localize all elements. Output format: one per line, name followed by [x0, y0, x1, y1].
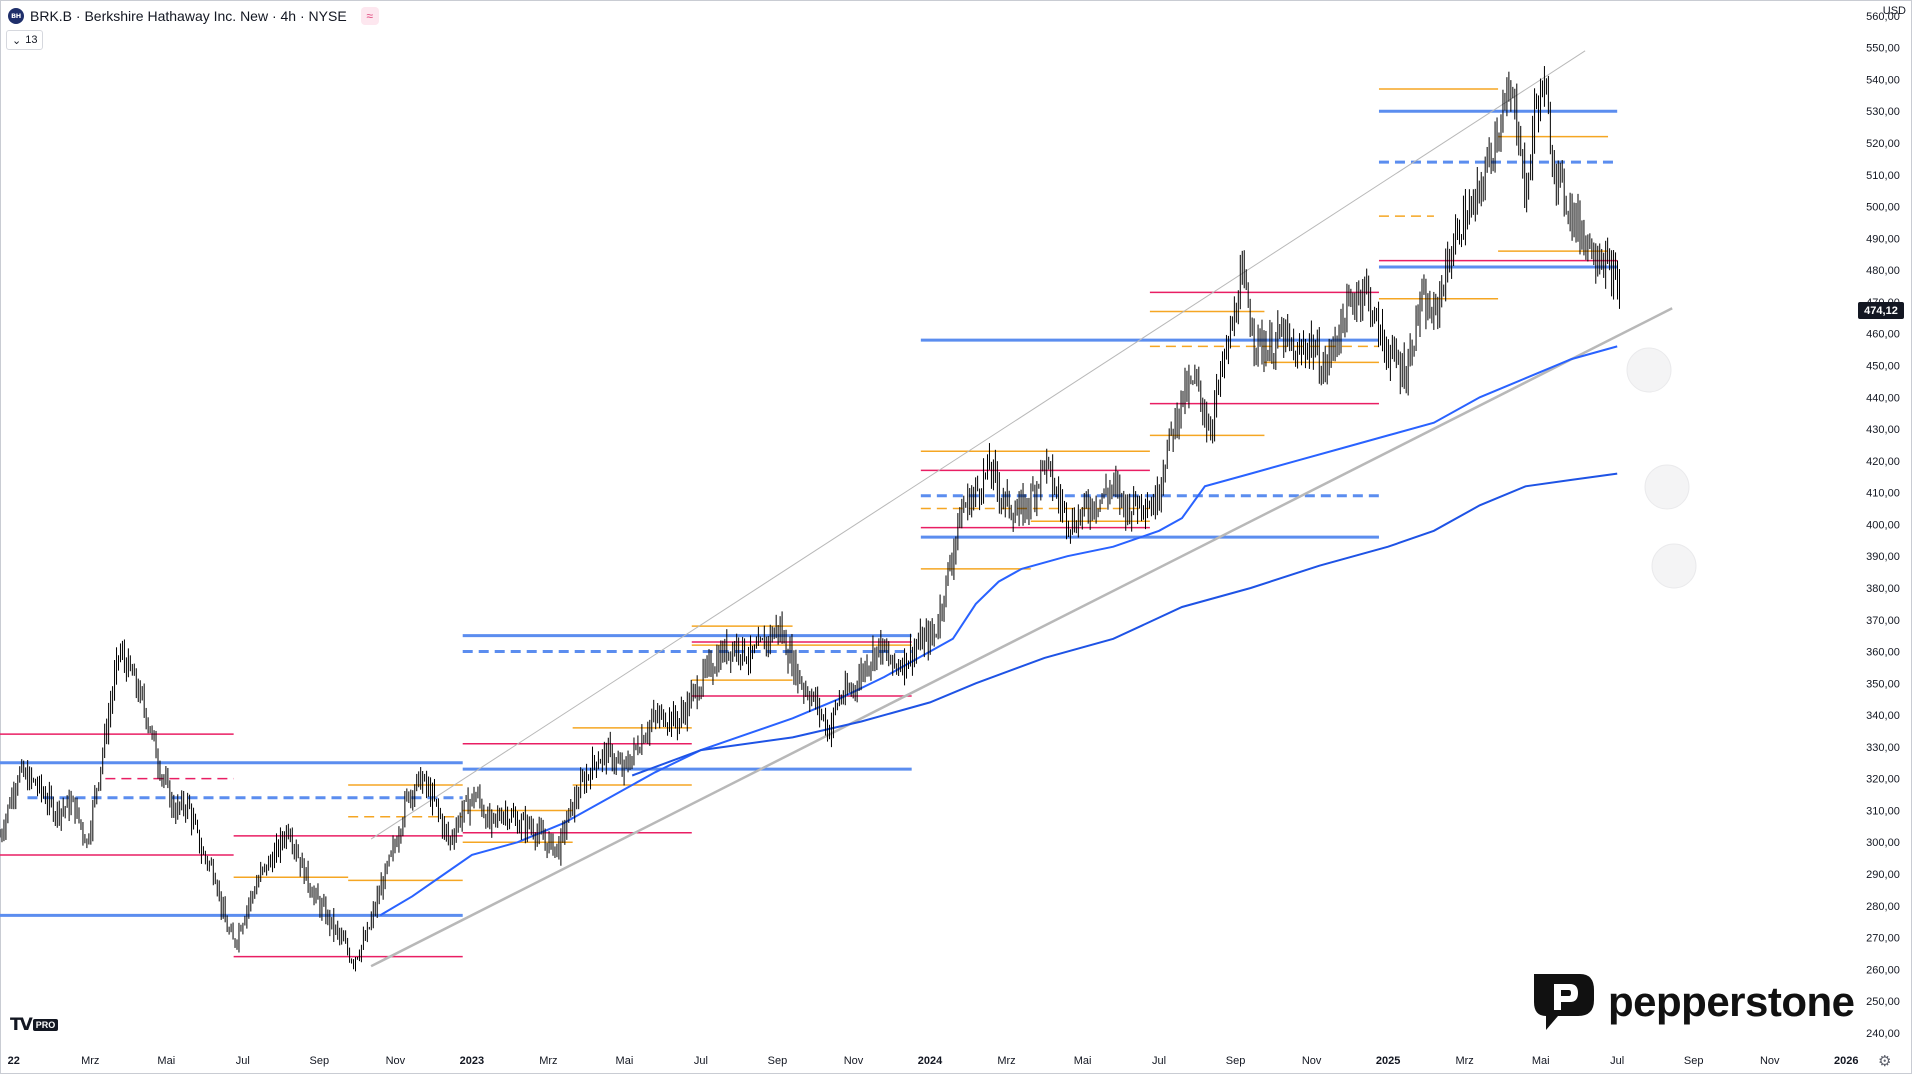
price-tick-label: 440,00 [1866, 392, 1900, 404]
trendline-layer [370, 50, 1673, 968]
candles-layer [0, 66, 1620, 972]
price-tick-label: 520,00 [1866, 138, 1900, 150]
moving-average-slow [631, 472, 1618, 777]
time-tick-label: Mrz [997, 1055, 1015, 1067]
time-tick-label: Nov [386, 1055, 406, 1067]
last-price-tag: 474,12 [1858, 302, 1904, 319]
price-tick-label: 350,00 [1866, 678, 1900, 690]
wave-icon[interactable]: ≈ [360, 7, 379, 25]
price-tick-label: 390,00 [1866, 551, 1900, 563]
symbol-header[interactable]: BH BRK.B · Berkshire Hathaway Inc. New ·… [8, 6, 379, 26]
price-tick-label: 380,00 [1866, 583, 1900, 595]
pepperstone-logo: pepperstone [1528, 970, 1855, 1034]
time-tick-label: 22 [8, 1055, 20, 1067]
currency-label[interactable]: USD [1882, 5, 1906, 17]
price-tick-label: 430,00 [1866, 424, 1900, 436]
upper-channel-line [370, 50, 1586, 840]
tradingview-logo[interactable]: TV PRO [10, 1015, 59, 1035]
time-tick-label: 2026 [1834, 1055, 1858, 1067]
time-tick-label: Sep [310, 1055, 330, 1067]
time-tick-label: Nov [844, 1055, 864, 1067]
price-tick-label: 250,00 [1866, 996, 1900, 1008]
price-tick-label: 480,00 [1866, 265, 1900, 277]
drawing-handle[interactable] [1644, 464, 1690, 510]
price-tick-label: 270,00 [1866, 933, 1900, 945]
indicator-count: 13 [25, 34, 38, 46]
drawing-handle[interactable] [1626, 347, 1672, 393]
indicators-toggle[interactable]: ⌄ 13 [6, 30, 44, 50]
time-tick-label: Mai [616, 1055, 634, 1067]
moving-average-fast [379, 345, 1618, 917]
time-tick-label: Mrz [81, 1055, 99, 1067]
time-tick-label: Jul [1152, 1055, 1166, 1067]
price-tick-label: 260,00 [1866, 964, 1900, 976]
drawing-handles[interactable] [1626, 347, 1697, 589]
price-tick-label: 400,00 [1866, 519, 1900, 531]
broker-name: pepperstone [1608, 978, 1855, 1025]
price-tick-label: 360,00 [1866, 647, 1900, 659]
lower-channel-line [370, 307, 1673, 968]
price-tick-label: 550,00 [1866, 43, 1900, 55]
chevron-down-icon: ⌄ [12, 34, 22, 47]
time-tick-label: Jul [694, 1055, 708, 1067]
price-tick-label: 540,00 [1866, 74, 1900, 86]
pro-badge: PRO [32, 1019, 59, 1031]
price-tick-label: 500,00 [1866, 202, 1900, 214]
time-tick-label: 2023 [460, 1055, 484, 1067]
price-tick-label: 410,00 [1866, 488, 1900, 500]
price-tick-label: 290,00 [1866, 869, 1900, 881]
time-tick-label: Sep [1684, 1055, 1704, 1067]
price-tick-label: 320,00 [1866, 774, 1900, 786]
drawing-handle[interactable] [1651, 543, 1697, 589]
time-tick-label: Jul [1610, 1055, 1624, 1067]
symbol-title[interactable]: BRK.B · Berkshire Hathaway Inc. New · 4h… [30, 8, 347, 24]
price-tick-label: 510,00 [1866, 170, 1900, 182]
price-tick-label: 490,00 [1866, 233, 1900, 245]
price-tick-label: 530,00 [1866, 106, 1900, 118]
time-tick-label: Mai [1532, 1055, 1550, 1067]
time-tick-label: Sep [1226, 1055, 1246, 1067]
time-tick-label: Mrz [1455, 1055, 1473, 1067]
price-tick-label: 330,00 [1866, 742, 1900, 754]
price-tick-label: 300,00 [1866, 837, 1900, 849]
time-tick-label: 2025 [1376, 1055, 1400, 1067]
tv-mark-icon: TV [10, 1015, 33, 1035]
time-tick-label: Nov [1760, 1055, 1780, 1067]
price-tick-label: 560,00 [1866, 11, 1900, 23]
price-tick-label: 460,00 [1866, 329, 1900, 341]
time-tick-label: Jul [236, 1055, 250, 1067]
time-tick-label: Mai [1074, 1055, 1092, 1067]
time-axis[interactable]: 22 Mrz Mai Jul Sep Nov 2023 Mrz Mai Jul Sep Nov 2024… [8, 1055, 1859, 1067]
horizontal-levels-layer [0, 88, 1618, 958]
company-logo: BH [8, 8, 24, 24]
time-tick-label: Mrz [539, 1055, 557, 1067]
moving-average-layer [379, 345, 1618, 917]
pepperstone-mark-icon [1534, 974, 1594, 1030]
price-tick-label: 450,00 [1866, 360, 1900, 372]
time-tick-label: 2024 [918, 1055, 943, 1067]
price-axis[interactable]: 240,00 250,00 260,00 270,00 280,00 290,00 300,… [1866, 11, 1900, 1040]
price-tick-label: 240,00 [1866, 1028, 1900, 1040]
price-tick-label: 370,00 [1866, 615, 1900, 627]
time-tick-label: Nov [1302, 1055, 1322, 1067]
price-tick-label: 310,00 [1866, 805, 1900, 817]
price-tick-label: 420,00 [1866, 456, 1900, 468]
time-tick-label: Mai [157, 1055, 175, 1067]
gear-icon[interactable]: ⚙ [1878, 1053, 1892, 1070]
price-tick-label: 340,00 [1866, 710, 1900, 722]
time-tick-label: Sep [768, 1055, 788, 1067]
price-tick-label: 280,00 [1866, 901, 1900, 913]
